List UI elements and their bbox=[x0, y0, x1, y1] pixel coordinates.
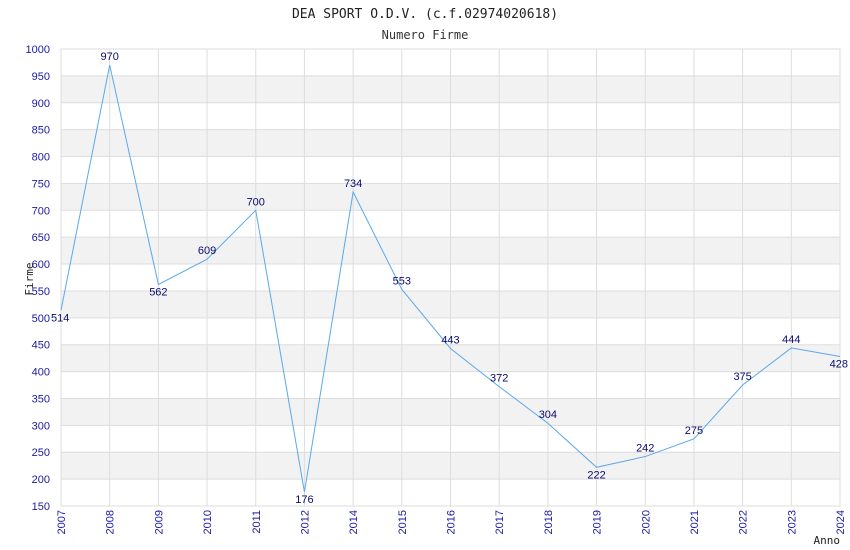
data-label: 444 bbox=[782, 334, 800, 346]
x-axis-label: Anno bbox=[814, 534, 841, 547]
y-tick-label: 650 bbox=[32, 232, 50, 244]
x-tick-label: 2014 bbox=[348, 510, 360, 534]
y-tick-label: 700 bbox=[32, 205, 50, 217]
y-tick-label: 800 bbox=[32, 152, 50, 164]
y-axis-ticks: 150 200 250 300 350 400 450 500 550 600 650 700 750 8… bbox=[26, 44, 50, 513]
y-axis-label: Firme bbox=[23, 262, 36, 295]
y-tick-label: 950 bbox=[32, 71, 50, 83]
x-tick-label: 2018 bbox=[543, 510, 555, 534]
y-tick-label: 850 bbox=[32, 125, 50, 137]
series-line bbox=[60, 65, 841, 493]
data-label: 443 bbox=[441, 334, 459, 346]
x-tick-label: 2007 bbox=[56, 510, 68, 534]
x-tick-label: 2011 bbox=[251, 510, 263, 534]
data-label: 609 bbox=[198, 245, 216, 257]
data-label: 734 bbox=[344, 178, 362, 190]
y-tick-label: 450 bbox=[32, 340, 50, 352]
data-label: 970 bbox=[101, 51, 119, 63]
chart-subtitle: Numero Firme bbox=[382, 28, 469, 42]
data-label: 275 bbox=[685, 425, 703, 437]
x-tick-label: 2024 bbox=[835, 510, 847, 534]
y-tick-label: 1000 bbox=[26, 44, 50, 56]
x-tick-label: 2021 bbox=[689, 510, 701, 534]
data-labels: 514 970 562 609 700 176 734 553 443 372 304 222 242 2… bbox=[51, 51, 848, 506]
x-axis-ticks: 2007 2008 2009 2010 2011 2012 2014 2015 2016 2017… bbox=[56, 510, 847, 534]
y-tick-label: 900 bbox=[32, 98, 50, 110]
x-tick-label: 2017 bbox=[494, 510, 506, 534]
data-label: 242 bbox=[636, 443, 654, 455]
y-tick-label: 600 bbox=[32, 259, 50, 271]
x-tick-label: 2010 bbox=[202, 510, 214, 534]
x-tick-label: 2009 bbox=[153, 510, 165, 534]
data-label: 222 bbox=[587, 469, 605, 481]
plot-frame bbox=[60, 48, 841, 507]
chart-title: DEA SPORT O.D.V. (c.f.02974020618) bbox=[292, 7, 558, 22]
x-tick-label: 2023 bbox=[786, 510, 798, 534]
x-tick-label: 2016 bbox=[446, 510, 458, 534]
x-tick-label: 2012 bbox=[299, 510, 311, 534]
y-tick-label: 250 bbox=[32, 447, 50, 459]
x-tick-label: 2015 bbox=[397, 510, 409, 534]
y-tick-label: 550 bbox=[32, 286, 50, 298]
y-tick-label: 500 bbox=[32, 313, 50, 325]
y-tick-label: 400 bbox=[32, 367, 50, 379]
data-label: 304 bbox=[539, 409, 557, 421]
y-tick-label: 750 bbox=[32, 178, 50, 190]
data-label: 372 bbox=[490, 373, 508, 385]
gridlines bbox=[60, 48, 841, 507]
y-tick-label: 150 bbox=[32, 501, 50, 513]
y-tick-label: 350 bbox=[32, 393, 50, 405]
y-tick-label: 200 bbox=[32, 474, 50, 486]
x-tick-label: 2022 bbox=[738, 510, 750, 534]
data-label: 176 bbox=[295, 494, 313, 506]
data-label: 375 bbox=[733, 371, 751, 383]
x-tick-label: 2019 bbox=[592, 510, 604, 534]
data-label: 562 bbox=[149, 286, 167, 298]
y-tick-label: 300 bbox=[32, 420, 50, 432]
data-label: 553 bbox=[393, 275, 411, 287]
series-firme bbox=[60, 65, 841, 493]
x-tick-label: 2020 bbox=[640, 510, 652, 534]
x-tick-label: 2008 bbox=[105, 510, 117, 534]
data-label: 428 bbox=[830, 359, 848, 371]
data-label: 700 bbox=[247, 196, 265, 208]
data-label: 514 bbox=[51, 312, 69, 324]
